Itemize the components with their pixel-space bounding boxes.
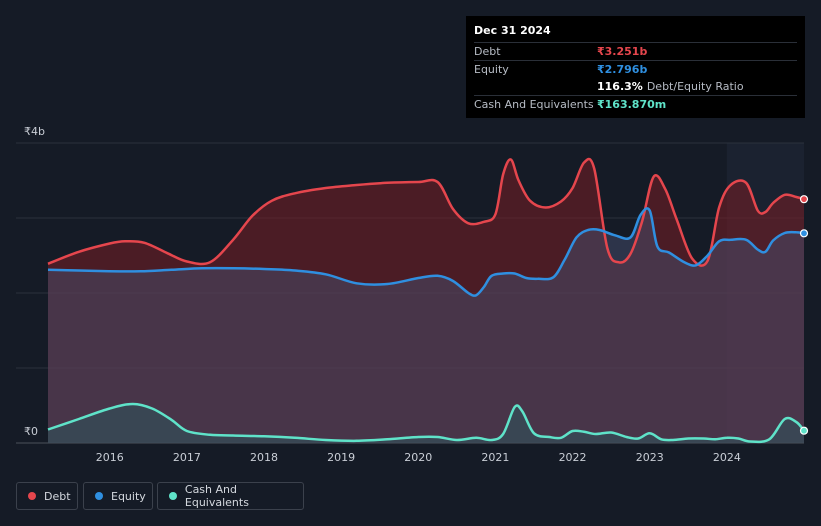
tooltip-ratio-suffix: Debt/Equity Ratio	[646, 80, 744, 93]
tooltip-debt-label: Debt	[474, 45, 501, 58]
x-tick-label: 2017	[173, 451, 201, 464]
tooltip-panel: Dec 31 2024 Debt ₹3.251b Equity ₹2.796b …	[466, 16, 805, 118]
tooltip-ratio-value: 116.3%	[597, 80, 643, 93]
legend-item-cash[interactable]: Cash And Equivalents	[157, 482, 304, 510]
equity-latest-point[interactable]	[799, 229, 809, 238]
cash-legend-dot	[169, 492, 177, 500]
tooltip-cash-label: Cash And Equivalents	[474, 98, 594, 111]
x-tick-label: 2020	[404, 451, 432, 464]
cash-and-equivalents-latest-point[interactable]	[799, 426, 809, 435]
cash-and-equivalents-area	[48, 404, 804, 443]
legend-item-equity[interactable]: Equity	[83, 482, 153, 510]
tooltip-row-ratio: 116.3% Debt/Equity Ratio	[474, 78, 797, 95]
legend-debt-label: Debt	[44, 489, 71, 503]
x-axis: 2016 2017 2018 2019 2020 2021 2022 2023 2024	[96, 451, 741, 464]
tooltip-equity-label: Equity	[474, 63, 509, 76]
x-tick-label: 2018	[250, 451, 278, 464]
tooltip-equity-value: ₹2.796b	[597, 63, 648, 76]
debt-line	[47, 157, 805, 267]
debt-latest-point[interactable]	[799, 195, 809, 204]
legend-cash-label: Cash And Equivalents	[184, 483, 249, 509]
y-tick-label-max: ₹4b	[24, 125, 45, 138]
tooltip-row-equity: Equity ₹2.796b	[474, 60, 797, 78]
legend-item-debt[interactable]: Debt	[16, 482, 78, 510]
tooltip-date: Dec 31 2024	[474, 24, 551, 37]
tooltip-row-debt: Debt ₹3.251b	[474, 42, 797, 60]
cash-and-equivalents-line	[47, 402, 805, 444]
tooltip-cash-value: ₹163.870m	[597, 98, 667, 111]
x-tick-label: 2022	[559, 451, 587, 464]
x-tick-label: 2021	[481, 451, 509, 464]
x-tick-label: 2024	[713, 451, 741, 464]
debt-legend-dot	[28, 492, 36, 500]
legend-equity-label: Equity	[111, 489, 146, 503]
x-tick-label: 2023	[636, 451, 664, 464]
tooltip-debt-value: ₹3.251b	[597, 45, 648, 58]
tooltip-ratio-label	[474, 78, 597, 95]
x-tick-label: 2016	[96, 451, 124, 464]
tooltip-row-cash: Cash And Equivalents ₹163.870m	[474, 95, 797, 113]
series-layer	[47, 157, 809, 444]
equity-line	[47, 207, 805, 297]
equity-legend-dot	[95, 492, 103, 500]
y-tick-label-zero: ₹0	[24, 425, 38, 438]
equity-area	[48, 208, 804, 443]
x-tick-label: 2019	[327, 451, 355, 464]
